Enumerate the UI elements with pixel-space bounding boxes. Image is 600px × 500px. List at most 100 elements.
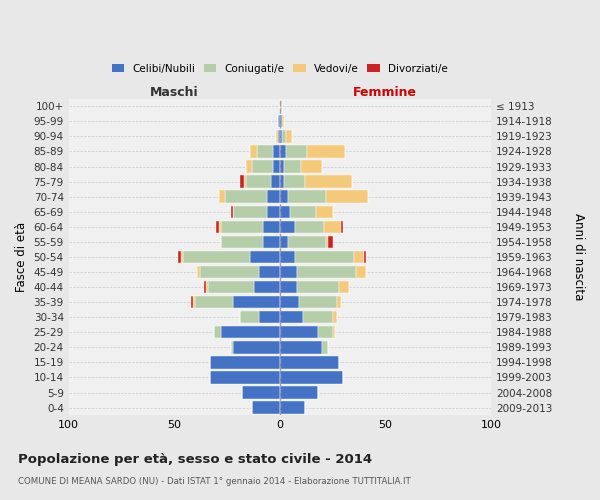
Bar: [181, 250, 182, 263]
Bar: [307, 146, 345, 158]
Bar: [280, 236, 288, 248]
Bar: [242, 386, 280, 398]
Bar: [288, 236, 326, 248]
Bar: [280, 146, 286, 158]
Bar: [196, 296, 233, 308]
Bar: [341, 220, 343, 233]
Bar: [257, 146, 274, 158]
Bar: [280, 160, 284, 172]
Bar: [239, 311, 259, 324]
Bar: [225, 190, 267, 203]
Bar: [193, 296, 196, 308]
Bar: [250, 250, 280, 263]
Bar: [316, 206, 332, 218]
Bar: [182, 250, 250, 263]
Bar: [280, 176, 284, 188]
Bar: [278, 115, 280, 128]
Bar: [318, 326, 332, 338]
Bar: [364, 250, 367, 263]
Bar: [191, 296, 193, 308]
Bar: [280, 115, 282, 128]
Bar: [244, 176, 246, 188]
Legend: Celibi/Nubili, Coniugati/e, Vedovi/e, Divorziati/e: Celibi/Nubili, Coniugati/e, Vedovi/e, Di…: [108, 60, 452, 78]
Bar: [280, 220, 295, 233]
Bar: [208, 281, 254, 293]
Bar: [253, 160, 274, 172]
Bar: [197, 266, 200, 278]
Bar: [354, 250, 364, 263]
Bar: [332, 326, 335, 338]
Bar: [271, 176, 280, 188]
Bar: [263, 220, 280, 233]
Bar: [278, 130, 280, 142]
Bar: [303, 311, 332, 324]
Bar: [282, 130, 286, 142]
Bar: [280, 296, 299, 308]
Bar: [233, 206, 267, 218]
Bar: [204, 281, 206, 293]
Bar: [210, 356, 280, 368]
Bar: [280, 206, 290, 218]
Bar: [200, 266, 259, 278]
Y-axis label: Fasce di età: Fasce di età: [15, 222, 28, 292]
Bar: [280, 250, 295, 263]
Bar: [339, 281, 349, 293]
Bar: [267, 190, 280, 203]
Bar: [274, 146, 280, 158]
Bar: [280, 100, 282, 112]
Bar: [231, 206, 233, 218]
Bar: [253, 402, 280, 414]
Bar: [250, 146, 257, 158]
Bar: [246, 160, 253, 172]
Bar: [305, 176, 352, 188]
Bar: [326, 190, 368, 203]
Bar: [280, 402, 305, 414]
Bar: [206, 281, 208, 293]
Bar: [324, 220, 341, 233]
Bar: [275, 130, 278, 142]
Bar: [259, 266, 280, 278]
Bar: [299, 296, 337, 308]
Bar: [231, 341, 233, 353]
Bar: [322, 341, 328, 353]
Bar: [284, 160, 301, 172]
Bar: [254, 281, 280, 293]
Bar: [259, 311, 280, 324]
Bar: [218, 220, 221, 233]
Text: Maschi: Maschi: [150, 86, 199, 98]
Bar: [280, 190, 288, 203]
Bar: [282, 115, 284, 128]
Y-axis label: Anni di nascita: Anni di nascita: [572, 213, 585, 300]
Bar: [217, 220, 218, 233]
Bar: [280, 372, 343, 384]
Bar: [233, 341, 280, 353]
Bar: [295, 250, 354, 263]
Bar: [280, 311, 303, 324]
Bar: [295, 220, 324, 233]
Bar: [221, 326, 280, 338]
Bar: [328, 236, 332, 248]
Bar: [332, 311, 337, 324]
Bar: [296, 281, 339, 293]
Bar: [280, 326, 318, 338]
Bar: [267, 206, 280, 218]
Bar: [246, 176, 271, 188]
Bar: [218, 190, 225, 203]
Bar: [337, 296, 341, 308]
Bar: [326, 236, 328, 248]
Bar: [286, 130, 292, 142]
Bar: [288, 190, 326, 203]
Bar: [214, 326, 221, 338]
Text: COMUNE DI MEANA SARDO (NU) - Dati ISTAT 1° gennaio 2014 - Elaborazione TUTTITALI: COMUNE DI MEANA SARDO (NU) - Dati ISTAT …: [18, 478, 411, 486]
Bar: [178, 250, 181, 263]
Bar: [356, 266, 367, 278]
Bar: [280, 341, 322, 353]
Bar: [284, 176, 305, 188]
Bar: [221, 236, 263, 248]
Bar: [210, 372, 280, 384]
Bar: [280, 266, 296, 278]
Bar: [274, 160, 280, 172]
Bar: [301, 160, 322, 172]
Bar: [233, 296, 280, 308]
Bar: [296, 266, 356, 278]
